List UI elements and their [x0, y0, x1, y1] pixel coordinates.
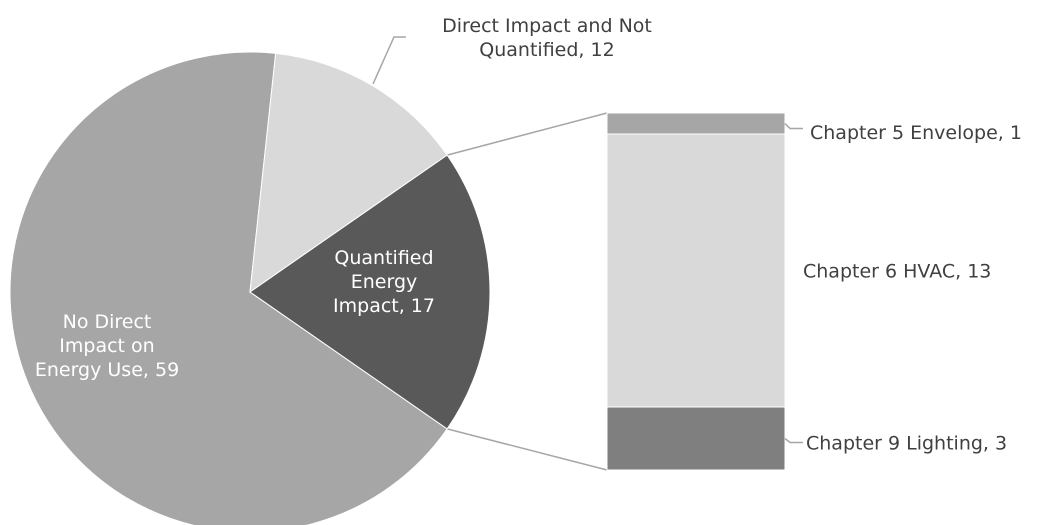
bar-segment-chapter-9-lighting [606, 406, 786, 471]
pie-label-direct-impact-and-not-quantified: Direct Impact and Not Quantified, 12 [442, 15, 652, 61]
leader-lines [372, 36, 803, 444]
bar-label-chapter-9-lighting: Chapter 9 Lighting, 3 [806, 433, 1007, 455]
connector-line-bottom [446, 428, 608, 471]
bar-label-chapter-5-envelope: Chapter 5 Envelope, 1 [810, 122, 1022, 144]
leader-line-direct-impact-and-not-quantified [372, 36, 406, 85]
connector-line-top [446, 112, 608, 156]
pie-slice-direct-impact-and-not-quantified [249, 52, 448, 294]
pie-slice-quantified-energy-impact [249, 154, 491, 430]
stacked-bar-group [606, 112, 786, 471]
leader-line-chapter-5-envelope [784, 122, 803, 130]
pie-label-no-direct-impact-on-energy-use: No Direct Impact on Energy Use, 59 [35, 311, 179, 381]
pie-label-quantified-energy-impact: Quantified Energy Impact, 17 [333, 247, 435, 317]
leader-line-chapter-9-lighting [784, 437, 803, 444]
connector-lines [446, 112, 608, 471]
bar-label-chapter-6-hvac: Chapter 6 HVAC, 13 [803, 261, 991, 283]
pie-slice-no-direct-impact-on-energy-use [9, 51, 448, 525]
pie-group [9, 51, 491, 525]
bar-segment-chapter-6-hvac [606, 133, 786, 408]
bar-segment-chapter-5-envelope [606, 112, 786, 135]
data-labels: No Direct Impact on Energy Use, 59 Quantifi… [35, 15, 1022, 455]
